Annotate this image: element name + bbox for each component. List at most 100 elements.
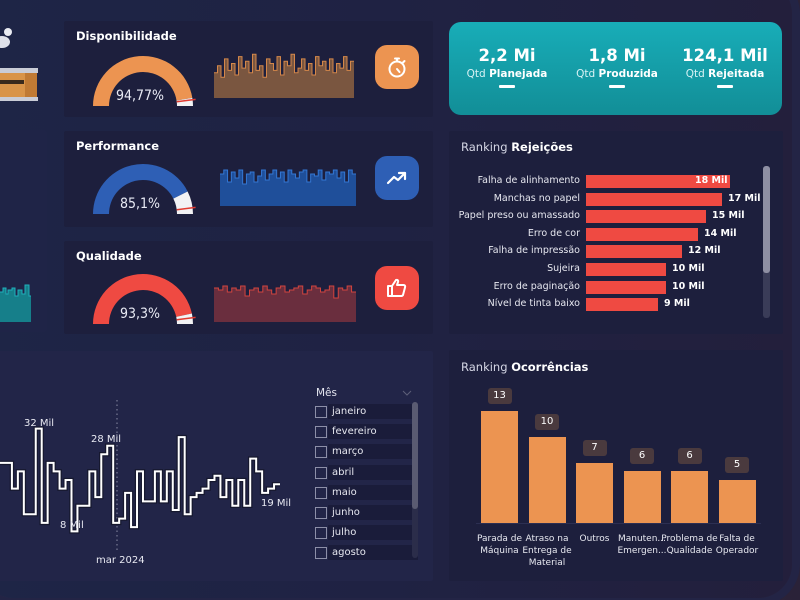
rejeicao-bar[interactable]: [586, 227, 698, 241]
slicer-item-label: agosto: [332, 547, 366, 559]
slicer-item-label: junho: [332, 507, 360, 518]
gauge-fill: [93, 274, 192, 324]
kpi-prefix: Qtd: [576, 68, 596, 80]
slicer-item-label: abril: [332, 466, 355, 478]
slicer-item-fevereiro[interactable]: fevereiro: [315, 423, 420, 440]
teal-sparkline: [0, 284, 31, 322]
gauge-qualidade: [93, 274, 196, 324]
slicer-item-bg: [328, 464, 418, 480]
ocorrencia-value: 5: [725, 456, 749, 473]
checkbox[interactable]: [315, 547, 327, 560]
kpi-value-produzida: 1,8 Mi: [588, 46, 646, 65]
rejeicao-row[interactable]: Nível de tinta baixo 9 Mil: [452, 297, 772, 312]
slicer-title: Mês: [316, 387, 337, 399]
ocorrencia-value: 6: [677, 448, 702, 465]
slicer-item-janeiro[interactable]: janeiro: [315, 403, 420, 420]
checkbox[interactable]: [315, 507, 327, 519]
ocorrencia-bar[interactable]: [718, 479, 756, 523]
rejeicao-label: Falha de impressão: [488, 245, 580, 257]
ocorrencia-bar[interactable]: [576, 462, 613, 523]
gauge-fill: [93, 55, 193, 106]
ocorrencia-bar[interactable]: [671, 471, 708, 523]
rejeicoes-scrollbar[interactable]: [763, 166, 770, 318]
gauge-target-marker: [176, 316, 196, 321]
slicer-item-abril[interactable]: abril: [315, 464, 420, 481]
rejeicao-row[interactable]: Erro de paginação 10 Mil: [452, 280, 772, 294]
stopwatch-icon: [388, 57, 406, 78]
trend-label-peak2: 28 Mil: [91, 434, 122, 445]
gauge-disponibilidade: [93, 55, 196, 106]
rejeicao-label: Falha de alinhamento: [477, 175, 580, 186]
rejeicao-bar[interactable]: [586, 280, 666, 294]
checkbox[interactable]: [315, 486, 327, 499]
rejeicao-bar[interactable]: [586, 263, 666, 276]
rejeicao-value: 15 Mil: [712, 210, 745, 222]
rejeicao-row[interactable]: Sujeira 10 Mil: [452, 262, 772, 276]
title-prefix: Ranking: [461, 140, 508, 154]
slicer-item-bg: [328, 404, 418, 419]
kpi-label-bold: Planejada: [489, 68, 548, 80]
checkbox[interactable]: [315, 527, 327, 540]
slicer-item-bg: [328, 545, 418, 561]
ocorrencia-bar[interactable]: [528, 436, 566, 523]
rejeicao-bar[interactable]: [586, 245, 682, 259]
slicer-item-label: fevereiro: [332, 426, 377, 438]
gauge-target-marker: [176, 98, 196, 103]
rejeicao-value: 18 Mil: [695, 175, 728, 186]
rejeicao-row[interactable]: Manchas no papel 17 Mil: [452, 192, 772, 206]
title-bold: Ocorrências: [511, 360, 589, 374]
slicer-item-label: julho: [332, 527, 357, 539]
metric-title-qualidade: Qualidade: [76, 249, 142, 263]
rejeicoes-scroll-thumb[interactable]: [763, 166, 770, 273]
ocorrencia-label: Parada de Máquina: [476, 534, 523, 556]
rejeicao-value: 10 Mil: [672, 263, 705, 274]
sparkline-disponibilidade: [214, 53, 354, 98]
checkbox[interactable]: [315, 426, 327, 439]
thumbs-up-button[interactable]: [375, 266, 419, 310]
slicer-item-julho[interactable]: julho: [315, 524, 420, 541]
rejeicao-row[interactable]: Erro de cor 14 Mil: [452, 227, 772, 241]
slicer-item-bg: [328, 424, 418, 440]
rejeicao-bar[interactable]: [586, 192, 722, 206]
slicer-item-março[interactable]: março: [315, 443, 420, 460]
ocorrencia-bar[interactable]: [481, 411, 518, 523]
rejeicao-label: Papel preso ou amassado: [458, 210, 580, 222]
trending-up-button[interactable]: [375, 156, 419, 200]
slicer-item-maio[interactable]: maio: [315, 484, 420, 501]
rejeicao-label: Manchas no papel: [493, 192, 580, 204]
slicer-scrollbar[interactable]: [412, 402, 418, 558]
kpi-card: 2,2 Mi Qtd Planejada 1,8 Mi Qtd Produzid…: [449, 22, 782, 115]
slicer-scroll-thumb[interactable]: [412, 402, 418, 509]
trend-label-min: 8 Mil: [60, 520, 84, 531]
rejeicao-row[interactable]: Falha de impressão 12 Mil: [452, 244, 772, 259]
ocorrencia-bar[interactable]: [623, 471, 661, 523]
rejeicao-row[interactable]: Papel preso ou amassado 15 Mil: [452, 209, 772, 224]
ocorrencia-value: 10: [535, 413, 559, 430]
rejeicao-value: 10 Mil: [672, 280, 705, 292]
trend-line: [0, 427, 280, 533]
slicer-item-agosto[interactable]: agosto: [315, 544, 420, 561]
slicer-item-label: março: [332, 446, 364, 458]
rejeicao-bar[interactable]: [586, 210, 706, 224]
kpi-value-rejeitada: 124,1 Mil: [682, 46, 768, 65]
rejeicao-row[interactable]: Falha de alinhamento 18 Mil: [452, 174, 772, 188]
chevron-down-icon[interactable]: [402, 389, 412, 397]
rejeicao-bar[interactable]: [586, 175, 730, 188]
kpi-prefix: Qtd: [685, 68, 705, 80]
checkbox[interactable]: [315, 446, 327, 459]
slicer-item-junho[interactable]: junho: [315, 504, 420, 521]
trend-step-chart: [0, 400, 280, 550]
kpi-label-bold: Rejeitada: [708, 68, 765, 80]
rejeicao-bar[interactable]: [586, 298, 658, 312]
stopwatch-button[interactable]: [375, 45, 419, 89]
trend-label-last: 19 Mil: [261, 498, 292, 509]
ocorrencia-label: Manuten... Emergen...: [617, 534, 667, 556]
checkbox[interactable]: [315, 466, 327, 479]
gauge-value-performance: 85,1%: [119, 196, 160, 212]
slicer-item-label: maio: [332, 486, 357, 498]
ocorrencia-value: 13: [487, 388, 512, 404]
ocorrencia-value: 6: [630, 448, 654, 465]
metric-title-performance: Performance: [76, 139, 160, 153]
kpi-value-planejada: 2,2 Mi: [478, 46, 536, 65]
checkbox[interactable]: [315, 406, 327, 418]
